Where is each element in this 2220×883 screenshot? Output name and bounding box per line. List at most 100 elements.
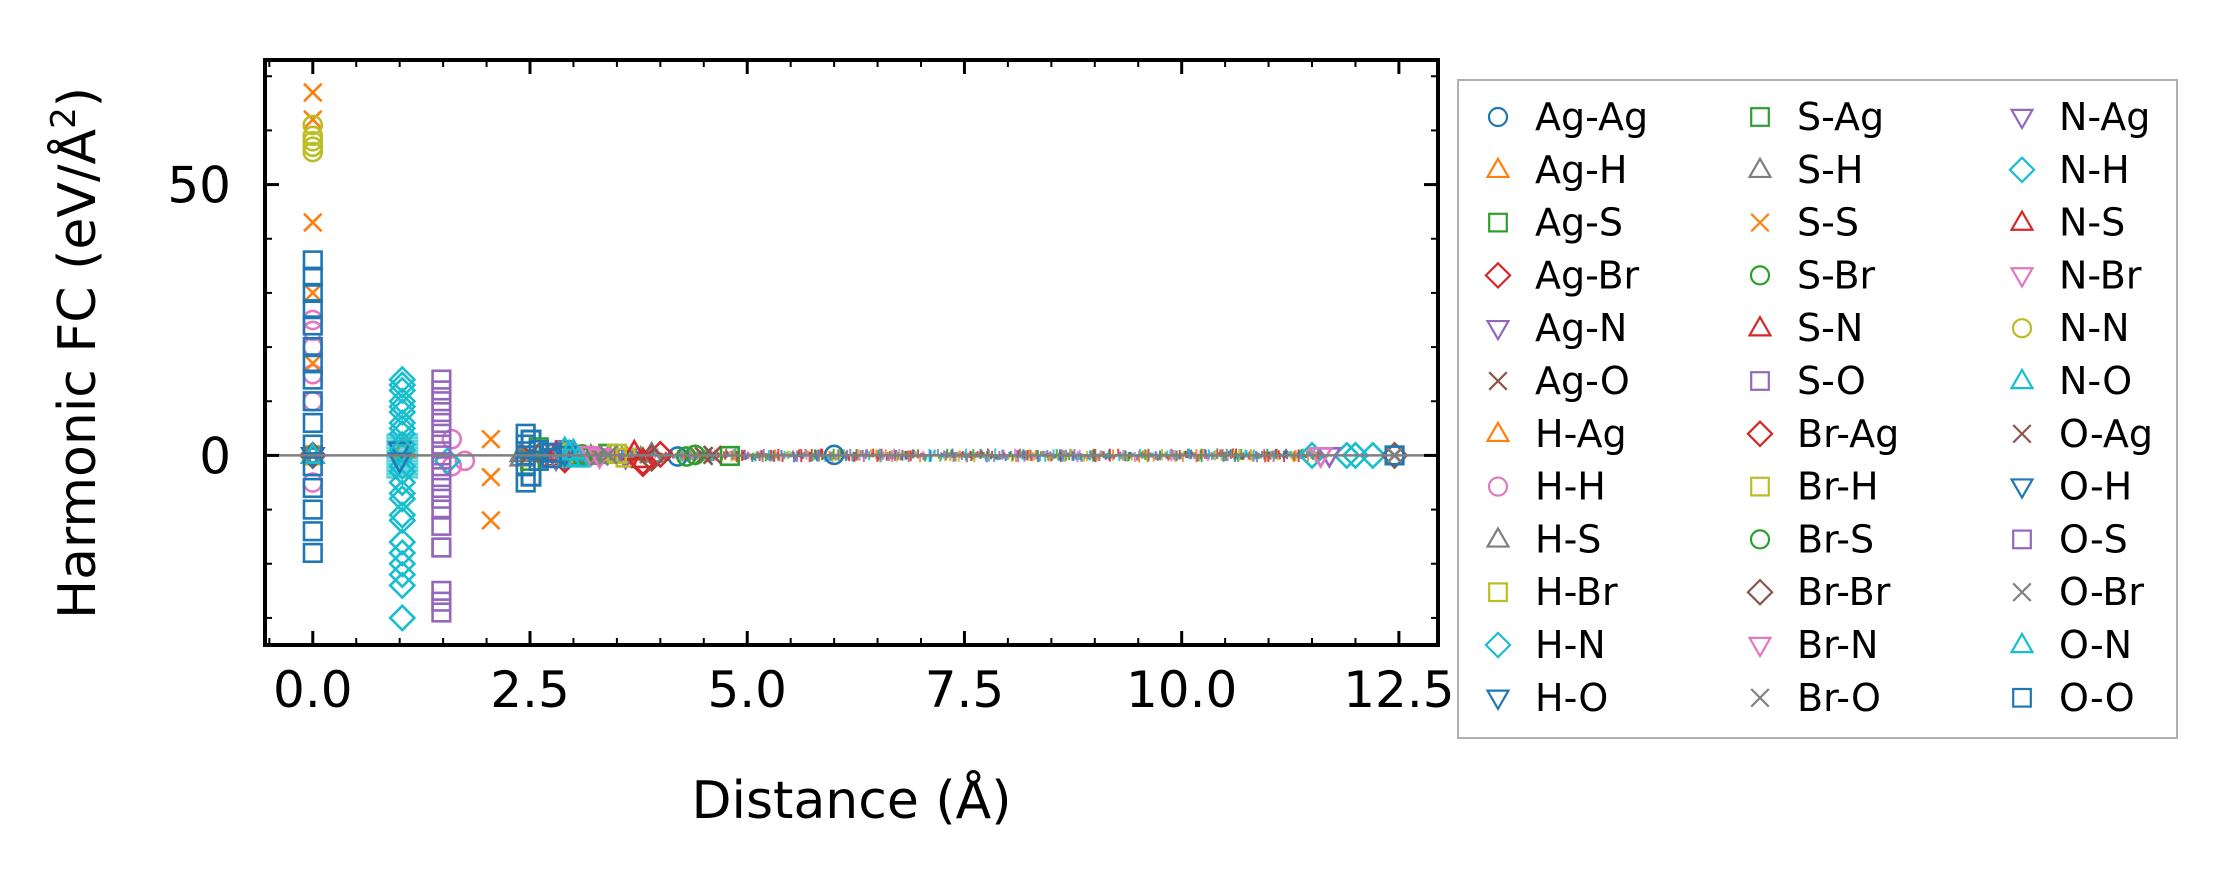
point-s-o — [431, 434, 452, 455]
legend-marker — [1750, 213, 1770, 233]
point-h-n — [388, 408, 417, 437]
legend-label: Ag-Br — [1535, 253, 1640, 297]
legend-label: Br-N — [1797, 623, 1878, 667]
point-o-n — [565, 445, 591, 468]
legend-label: Br-Br — [1797, 570, 1891, 614]
legend-label: S-Ag — [1797, 95, 1884, 139]
legend-marker — [2008, 156, 2036, 184]
point-o-o — [302, 434, 323, 455]
legend-box — [1457, 79, 2178, 739]
legend-label: S-H — [1797, 148, 1863, 192]
x-tick-label: 5.0 — [707, 661, 787, 719]
point-o-o — [541, 448, 562, 469]
legend-marker — [1747, 156, 1773, 179]
legend-marker — [1485, 319, 1511, 342]
point-h-n — [388, 603, 417, 632]
legend-label: O-S — [2059, 517, 2128, 561]
point-h-n — [388, 468, 417, 497]
point-o-o — [302, 353, 323, 374]
point-s-o — [431, 499, 452, 520]
legend-label: S-O — [1797, 359, 1866, 403]
point-h-h — [441, 428, 463, 450]
point-o-o — [302, 299, 323, 320]
point-h-h — [454, 450, 476, 472]
legend-label: O-Ag — [2059, 412, 2153, 456]
legend-marker — [1750, 688, 1770, 708]
x-tick-label: 0.0 — [273, 661, 353, 719]
point-o-o — [302, 369, 323, 390]
point-h-h — [441, 455, 463, 477]
point-h-n — [388, 549, 417, 578]
legend-label: O-H — [2059, 465, 2132, 509]
legend-label: H-O — [1535, 676, 1608, 720]
point-s-s — [481, 510, 501, 531]
point-n-n — [302, 136, 324, 157]
point-s-o — [431, 456, 452, 477]
legend-label: S-S — [1797, 201, 1859, 245]
point-o-s — [431, 423, 452, 444]
legend-label: N-O — [2059, 359, 2132, 403]
legend-label: S-Br — [1797, 253, 1876, 297]
legend-label: O-O — [2059, 676, 2135, 720]
point-s-o — [431, 477, 452, 499]
point-o-s — [431, 401, 452, 423]
point-s-s — [303, 353, 323, 374]
point-h-n — [388, 387, 417, 416]
legend-label: H-N — [1535, 623, 1606, 667]
legend-marker — [2009, 267, 2035, 289]
legend-label: N-S — [2059, 201, 2125, 245]
point-o-o — [515, 472, 536, 493]
point-h-n — [388, 365, 417, 394]
legend-label: O-N — [2059, 623, 2132, 667]
x-axis-title: Distance (Å) — [691, 769, 1011, 831]
point-n-br — [1308, 446, 1334, 470]
point-o-s — [431, 515, 452, 536]
legend-label: Ag-H — [1535, 148, 1627, 192]
point-o-o — [515, 423, 536, 444]
point-o-o — [302, 391, 323, 412]
point-h-h — [302, 390, 324, 412]
legend-label: Ag-S — [1535, 201, 1623, 245]
point-s-s — [303, 82, 323, 103]
legend-marker — [1487, 476, 1509, 497]
point-o-s — [431, 488, 452, 509]
legend-marker — [1747, 314, 1773, 337]
point-o-s — [431, 380, 452, 401]
point-br-ag — [629, 447, 657, 476]
legend-label: O-Br — [2059, 570, 2144, 614]
legend-label: Br-O — [1797, 676, 1881, 720]
legend-marker — [2012, 687, 2032, 708]
point-s-o — [431, 391, 452, 412]
point-h-n — [388, 398, 417, 427]
point-s-s — [481, 429, 501, 449]
legend: Ag-Ag Ag-H Ag-S Ag-Br Ag-N Ag-O H-Ag H-H H-S H-Br… — [1484, 95, 2153, 720]
y-tick-label: 0 — [199, 427, 231, 485]
point-o-o — [302, 266, 323, 287]
point-o-o — [302, 499, 323, 520]
x-tick-label: 7.5 — [925, 661, 1005, 719]
legend-marker — [1485, 689, 1511, 712]
legend-marker — [1750, 371, 1770, 391]
legend-marker — [1747, 636, 1773, 659]
point-s-o — [431, 537, 452, 558]
point-n-n — [302, 114, 324, 136]
point-n-n — [302, 130, 324, 152]
point-o-n — [556, 438, 582, 461]
y-axis-title: Harmonic FC (eV/Å2) — [44, 87, 108, 619]
legend-label: H-Br — [1535, 570, 1618, 614]
legend-marker — [2012, 529, 2032, 550]
legend-marker — [1750, 107, 1770, 127]
legend-marker — [1746, 578, 1774, 606]
legend-label: H-S — [1535, 517, 1601, 561]
point-n-s — [630, 446, 656, 469]
legend-label: N-N — [2059, 306, 2130, 350]
legend-label: H-Ag — [1535, 412, 1627, 456]
legend-marker — [2009, 478, 2035, 500]
point-s-s — [303, 283, 323, 303]
point-ag-br — [646, 440, 675, 469]
legend-marker — [1746, 420, 1774, 448]
axis-ticks: 0.0 2.5 5.0 7.5 10.0 12.5 0 50 — [167, 60, 1455, 719]
legend-marker — [2011, 318, 2033, 339]
point-o-o — [302, 412, 323, 434]
